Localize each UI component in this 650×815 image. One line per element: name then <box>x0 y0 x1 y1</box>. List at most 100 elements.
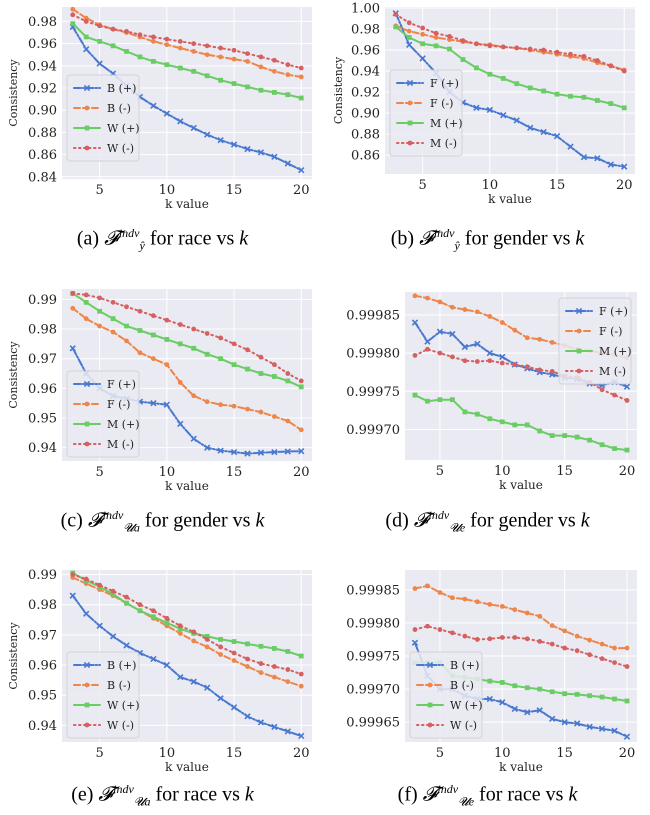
legend: F (+) F (-) M (+) M (-) <box>389 69 463 157</box>
data-point <box>462 409 468 415</box>
data-point <box>164 62 170 68</box>
y-tick-label: 0.96 <box>28 37 57 52</box>
data-point <box>537 336 543 342</box>
data-point <box>612 392 617 398</box>
x-tick-label: 15 <box>226 746 243 761</box>
legend-item: B (+) <box>73 82 136 95</box>
data-point <box>524 422 530 428</box>
series-orange <box>412 583 630 651</box>
x-tick-label: 5 <box>95 183 103 198</box>
data-point <box>271 723 278 731</box>
y-tick-label: 0.99985 <box>346 583 400 598</box>
y-tick-label: 0.95 <box>28 689 57 704</box>
data-point <box>298 384 304 390</box>
y-tick-label: 0.88 <box>351 128 380 143</box>
data-point <box>425 295 430 301</box>
data-point <box>258 64 264 70</box>
data-point <box>621 163 628 170</box>
data-point <box>574 648 580 654</box>
data-point <box>70 21 76 27</box>
data-point <box>587 652 593 658</box>
data-point <box>124 304 129 310</box>
x-tick-label: 15 <box>556 464 573 479</box>
data-point <box>500 44 506 50</box>
data-point <box>514 81 520 87</box>
data-point <box>203 444 211 451</box>
data-point <box>84 105 90 111</box>
data-point <box>284 160 291 167</box>
data-point <box>298 427 304 433</box>
data-point <box>562 628 568 634</box>
data-point <box>137 602 143 608</box>
data-point <box>612 696 617 702</box>
x-tick-label: 20 <box>293 746 310 761</box>
data-point <box>298 653 304 659</box>
legend-item: M (+) <box>565 345 632 358</box>
data-point <box>433 30 439 36</box>
legend-label: B (-) <box>107 102 131 115</box>
data-point <box>123 642 130 649</box>
data-point <box>427 722 433 728</box>
series-red <box>70 291 304 384</box>
data-point <box>406 79 414 87</box>
data-point <box>499 603 505 609</box>
data-point <box>245 664 250 669</box>
x-tick-label: 15 <box>549 178 566 193</box>
y-axis-label: Consistency <box>7 59 20 127</box>
data-point <box>217 447 224 454</box>
data-point <box>271 448 278 456</box>
data-point <box>449 397 455 403</box>
x-axis-label: k value <box>499 478 543 492</box>
data-point <box>69 592 76 599</box>
series-line <box>414 348 628 402</box>
data-point <box>97 308 103 314</box>
y-tick-label: 0.99980 <box>346 616 400 631</box>
data-point <box>150 102 157 109</box>
data-point <box>163 401 171 408</box>
data-point <box>449 330 456 338</box>
data-point <box>84 145 90 151</box>
data-point <box>449 304 455 310</box>
data-point <box>512 683 518 689</box>
data-point <box>83 15 89 21</box>
data-point <box>84 401 90 407</box>
data-point <box>177 65 183 71</box>
y-tick-label: 0.99970 <box>346 683 400 698</box>
legend-label: B (-) <box>107 679 131 692</box>
y-tick-label: 0.96 <box>28 659 57 674</box>
data-point <box>110 329 116 335</box>
data-point <box>164 337 170 342</box>
data-point <box>177 341 183 347</box>
legend-label: M (-) <box>599 365 626 378</box>
data-point <box>473 41 479 47</box>
data-point <box>257 719 265 726</box>
x-tick-label: 5 <box>418 178 426 193</box>
y-axis-label: Consistency <box>7 341 20 409</box>
data-point <box>83 316 89 322</box>
data-point <box>218 644 224 650</box>
data-point <box>621 105 627 111</box>
data-point <box>425 583 430 589</box>
data-point <box>204 637 210 642</box>
data-point <box>587 637 593 643</box>
data-point <box>621 68 627 74</box>
data-point <box>537 613 543 619</box>
y-tick-label: 0.94 <box>28 719 57 734</box>
data-point <box>218 356 224 362</box>
data-point <box>258 661 264 666</box>
data-point <box>462 633 468 639</box>
series-line <box>71 307 303 431</box>
legend: F (+) F (-) M (+) M (-) <box>66 370 140 458</box>
data-point <box>437 350 443 356</box>
legend-item: F (-) <box>73 398 130 411</box>
data-point <box>177 626 183 632</box>
x-tick-label: 20 <box>619 746 636 761</box>
data-point <box>412 352 418 358</box>
data-point <box>624 664 630 669</box>
data-point <box>474 340 481 348</box>
x-tick-label: 20 <box>616 178 633 193</box>
data-point <box>512 607 518 613</box>
data-point <box>84 125 90 131</box>
data-point <box>258 670 264 675</box>
x-tick-label: 10 <box>159 465 176 480</box>
